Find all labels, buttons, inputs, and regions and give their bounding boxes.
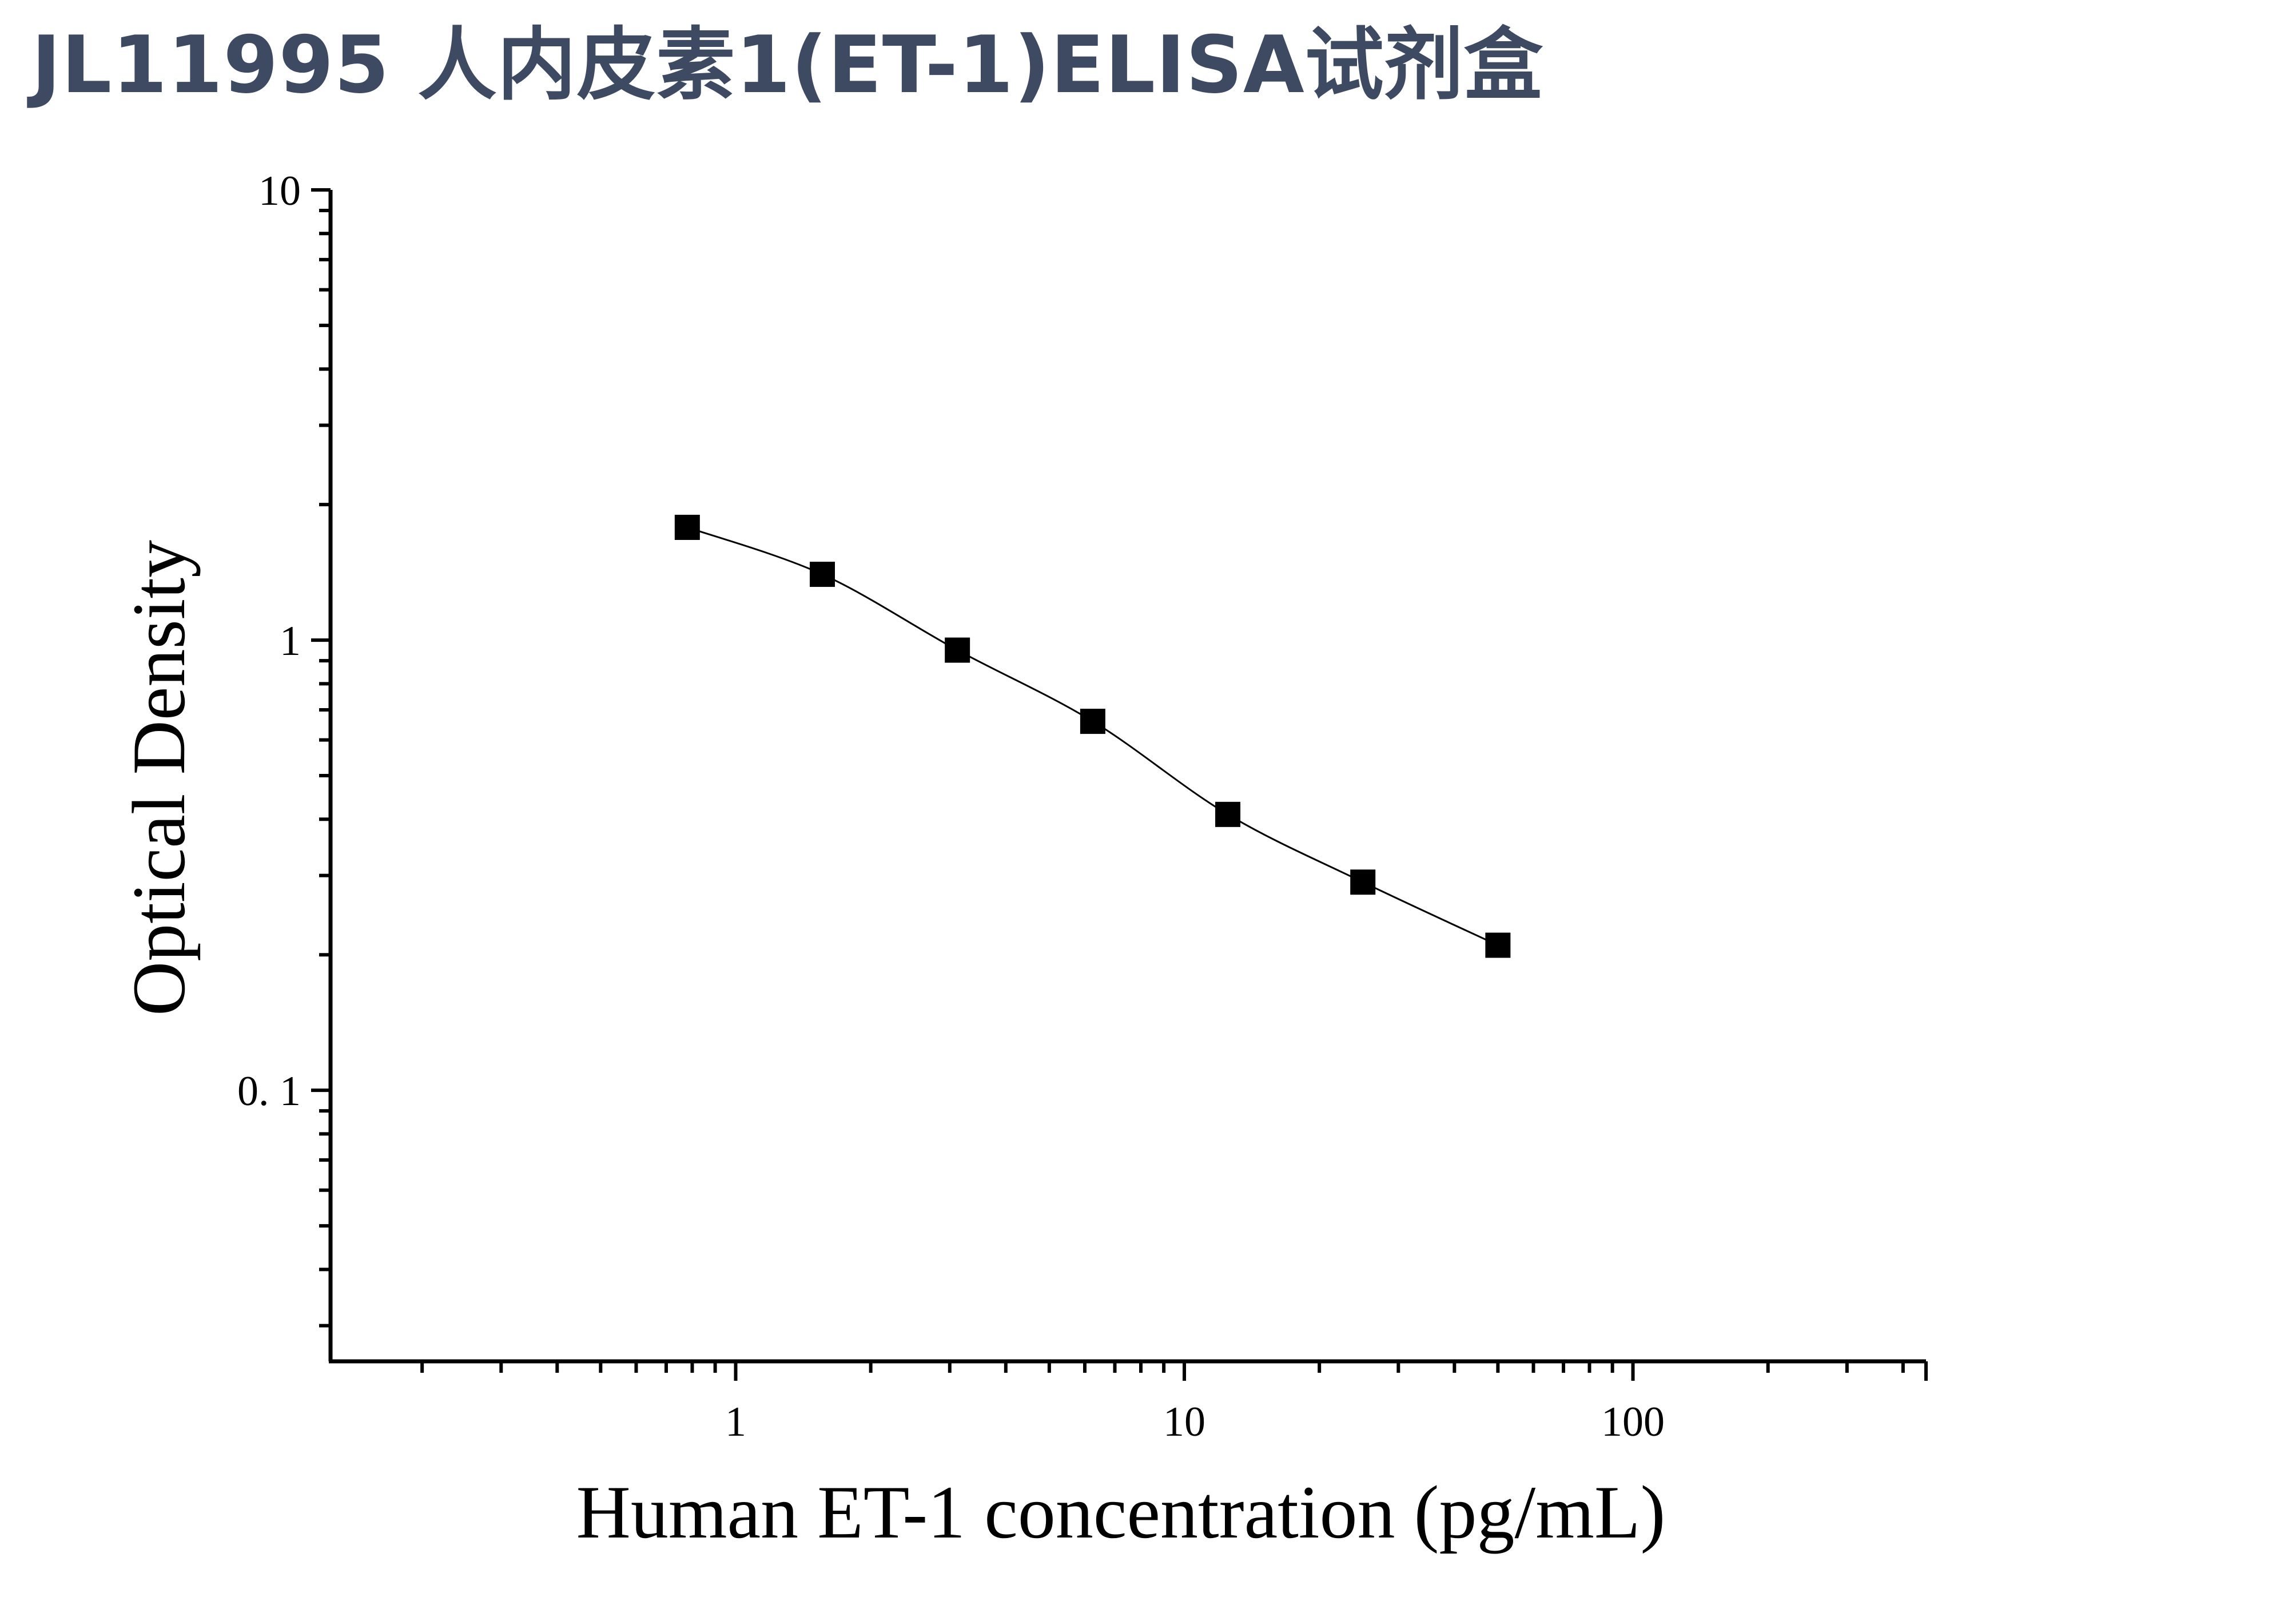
y-tick-label: 1 [280, 618, 301, 665]
data-points-layer [674, 514, 1511, 958]
x-tick-label: 1 [725, 1399, 746, 1445]
data-point [674, 514, 700, 540]
x-tick-label: 100 [1601, 1399, 1665, 1445]
y-tick-label: 10 [258, 168, 301, 214]
y-axis-title: Optical Density [117, 540, 201, 1016]
data-point [1350, 869, 1376, 895]
fit-curve [687, 526, 1499, 946]
chart-ticks: 1 10 100 0. 1 1 10 [237, 168, 1928, 1445]
data-point [1485, 932, 1511, 958]
data-point [1215, 801, 1241, 827]
x-axis-title: Human ET-1 concentration (pg/mL) [576, 1470, 1666, 1554]
data-point [810, 562, 835, 587]
y-tick-label: 0. 1 [237, 1068, 301, 1115]
fit-curve-layer [687, 526, 1499, 946]
data-point [1080, 709, 1105, 734]
data-point [945, 637, 970, 663]
x-tick-label: 10 [1163, 1399, 1205, 1445]
page-title: JL11995 人内皮素1(ET-1)ELISA试剂盒 [31, 19, 1543, 111]
chart-axes [328, 190, 1926, 1364]
